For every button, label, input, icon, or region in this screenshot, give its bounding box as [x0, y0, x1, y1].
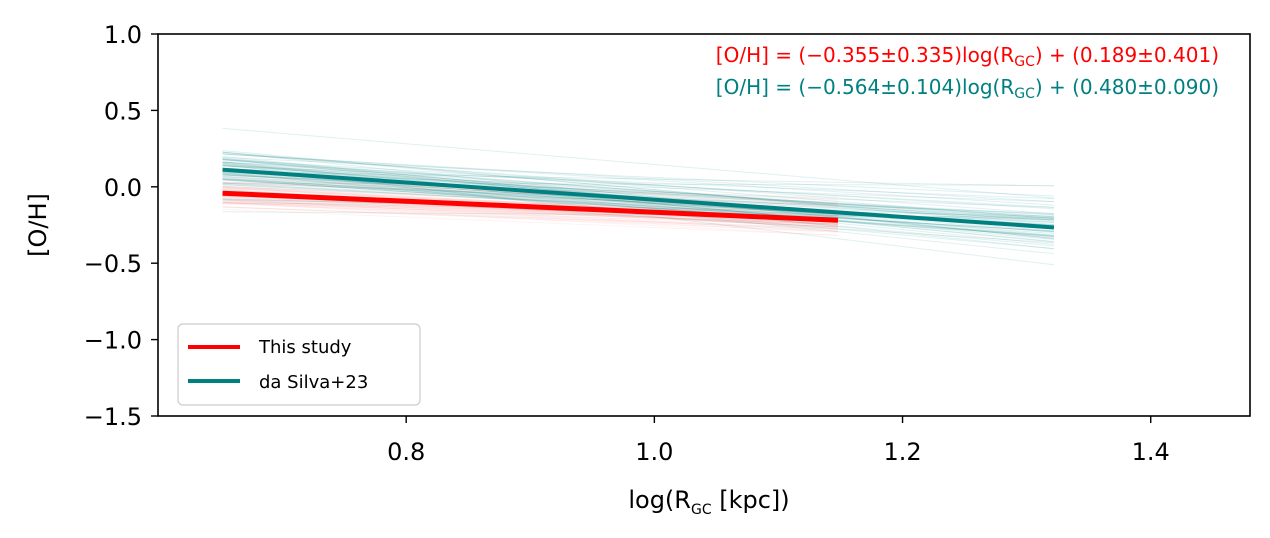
sample-line [222, 202, 839, 236]
fit-equation-this-study-b: ) + (0.189±0.401) [1035, 43, 1219, 67]
sample-line [222, 208, 839, 236]
sample-line [222, 178, 1054, 236]
x-tick-label: 1.0 [635, 438, 673, 466]
fit-equation-this-study-sub: GC [1014, 54, 1035, 70]
fit-equation-da-silva: [O/H] = (−0.564±0.104)log(RGC) + (0.480±… [716, 75, 1219, 102]
sample-line [222, 201, 839, 226]
x-axis-label-main: log(R [628, 486, 691, 514]
x-axis: 0.8 1.0 1.2 1.4 [387, 416, 1170, 466]
legend: This study da Silva+23 [177, 323, 421, 406]
sample-line [222, 182, 1054, 186]
sample-line [222, 196, 839, 228]
x-tick-label: 1.4 [1132, 438, 1170, 466]
sample-line [222, 174, 1054, 219]
sample-line [222, 151, 1054, 220]
fit-equation-da-silva-sub: GC [1014, 86, 1035, 102]
x-tick-label: 0.8 [387, 438, 425, 466]
sample-line [222, 164, 1054, 218]
sample-line [222, 150, 1054, 227]
sample-line [222, 182, 839, 206]
sample-line [222, 181, 839, 206]
sample-line [222, 198, 839, 225]
sample-line [222, 198, 839, 228]
sample-line [222, 167, 1054, 218]
sample-line [222, 201, 839, 232]
sample-line [222, 162, 1054, 242]
sample-line [222, 156, 1054, 197]
legend-label-da-silva: da Silva+23 [259, 372, 368, 393]
sample-line [222, 196, 839, 227]
sample-line [222, 203, 839, 228]
y-tick-label: −0.5 [84, 250, 142, 278]
sample-line [222, 164, 1054, 221]
sample-line [222, 202, 839, 233]
sample-line [222, 202, 839, 225]
x-axis-label: log(RGC [kpc]) [628, 486, 789, 518]
sample-line [222, 165, 1054, 223]
legend-box [177, 323, 421, 406]
series-line-da-silva [222, 167, 1055, 230]
fit-equation-da-silva-b: ) + (0.480±0.090) [1035, 75, 1219, 99]
fit-equation-this-study: [O/H] = (−0.355±0.335)log(RGC) + (0.189±… [716, 43, 1219, 70]
fit-equation-da-silva-a: [O/H] = (−0.564±0.104)log(R [716, 75, 1015, 99]
sample-line [222, 151, 1054, 240]
y-axis-label: [O/H] [24, 193, 52, 257]
sample-line [222, 199, 839, 231]
y-axis: 1.0 0.5 0.0 −0.5 −1.0 −1.5 [84, 21, 158, 431]
sample-line [222, 153, 1054, 206]
sample-line [222, 206, 839, 229]
sample-line [222, 127, 1054, 199]
sample-line [222, 177, 1054, 233]
sample-line [222, 161, 1054, 243]
sample-line [222, 151, 1054, 225]
sample-line [222, 199, 839, 225]
sample-line [222, 200, 839, 226]
sample-line [222, 165, 1054, 200]
sample-line [222, 171, 1054, 187]
sample-line [222, 199, 1054, 217]
sample-line [222, 161, 1054, 219]
sample-line [222, 158, 1054, 223]
y-tick-label: −1.5 [84, 403, 142, 431]
fit-equation-this-study-a: [O/H] = (−0.355±0.335)log(R [716, 43, 1015, 67]
sample-line [222, 194, 839, 228]
sample-line [222, 168, 1054, 247]
sample-line [222, 178, 1054, 237]
sample-line [222, 195, 839, 224]
sample-line [222, 163, 839, 206]
sample-line [222, 199, 839, 232]
x-tick-label: 1.2 [883, 438, 921, 466]
legend-label-this-study: This study [258, 337, 352, 358]
sample-line [222, 159, 1054, 210]
sample-line [222, 176, 1054, 238]
sample-line [222, 206, 839, 230]
sample-line [222, 206, 839, 233]
y-tick-label: 0.0 [104, 174, 142, 202]
sample-line [222, 153, 1054, 215]
x-axis-label-subscript: GC [691, 502, 712, 518]
sample-line [222, 183, 1054, 220]
sample-line [222, 171, 1054, 235]
sample-line [222, 173, 1054, 237]
sample-line [222, 162, 1054, 245]
y-tick-label: −1.0 [84, 327, 142, 355]
sample-line [222, 153, 1054, 203]
series-lines [222, 167, 1055, 230]
series-line-this-study [222, 190, 839, 223]
y-tick-label: 0.5 [104, 97, 142, 125]
sample-line [222, 179, 1054, 232]
sample-line [222, 187, 839, 213]
x-axis-label-tail: [kpc]) [712, 486, 790, 514]
sample-line [222, 171, 1054, 203]
plot-area-frame [157, 33, 1251, 417]
sample-line [222, 191, 839, 214]
y-tick-label: 1.0 [104, 21, 142, 49]
sample-line [222, 188, 839, 217]
sample-line [222, 161, 1054, 208]
sample-line [222, 159, 1054, 221]
sample-line [222, 182, 1054, 232]
